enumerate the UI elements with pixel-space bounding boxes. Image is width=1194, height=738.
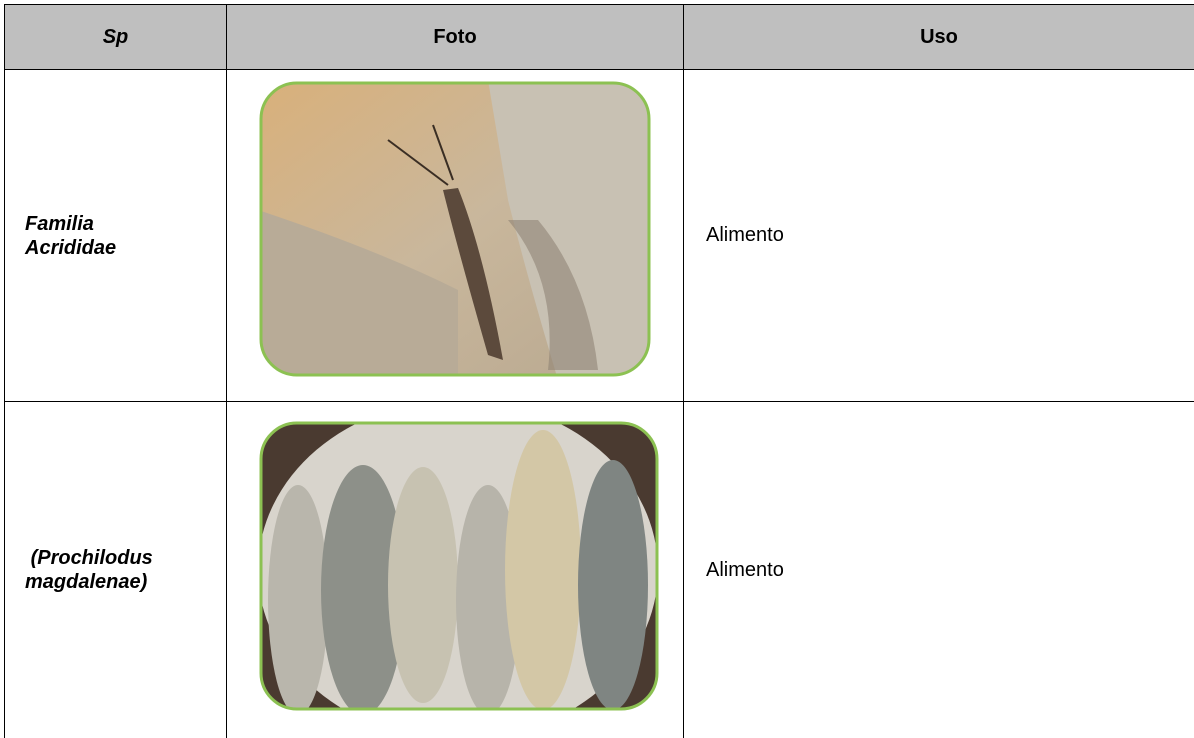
header-text: Foto	[433, 25, 477, 48]
photo-cell	[226, 401, 683, 738]
header-cell: Uso	[683, 4, 1194, 70]
fish-photo	[259, 421, 659, 711]
header-cell: Foto	[226, 4, 683, 70]
use-text: Alimento	[706, 224, 784, 246]
header-text: Uso	[920, 25, 958, 48]
header-text: Sp	[102, 25, 129, 48]
header-cell: Sp	[4, 4, 226, 70]
use-text: Alimento	[706, 558, 784, 581]
species-name: Familia Acrididae	[25, 212, 117, 259]
species-cell: (Prochilodus magdalenae)	[4, 401, 226, 738]
species-cell: Familia Acrididae	[4, 69, 226, 401]
use-cell: Alimento	[683, 69, 1194, 401]
use-cell: Alimento	[683, 401, 1194, 738]
species-name: (Prochilodus magdalenae)	[25, 547, 159, 593]
grasshopper-photo	[259, 81, 651, 377]
photo-cell	[226, 69, 683, 401]
